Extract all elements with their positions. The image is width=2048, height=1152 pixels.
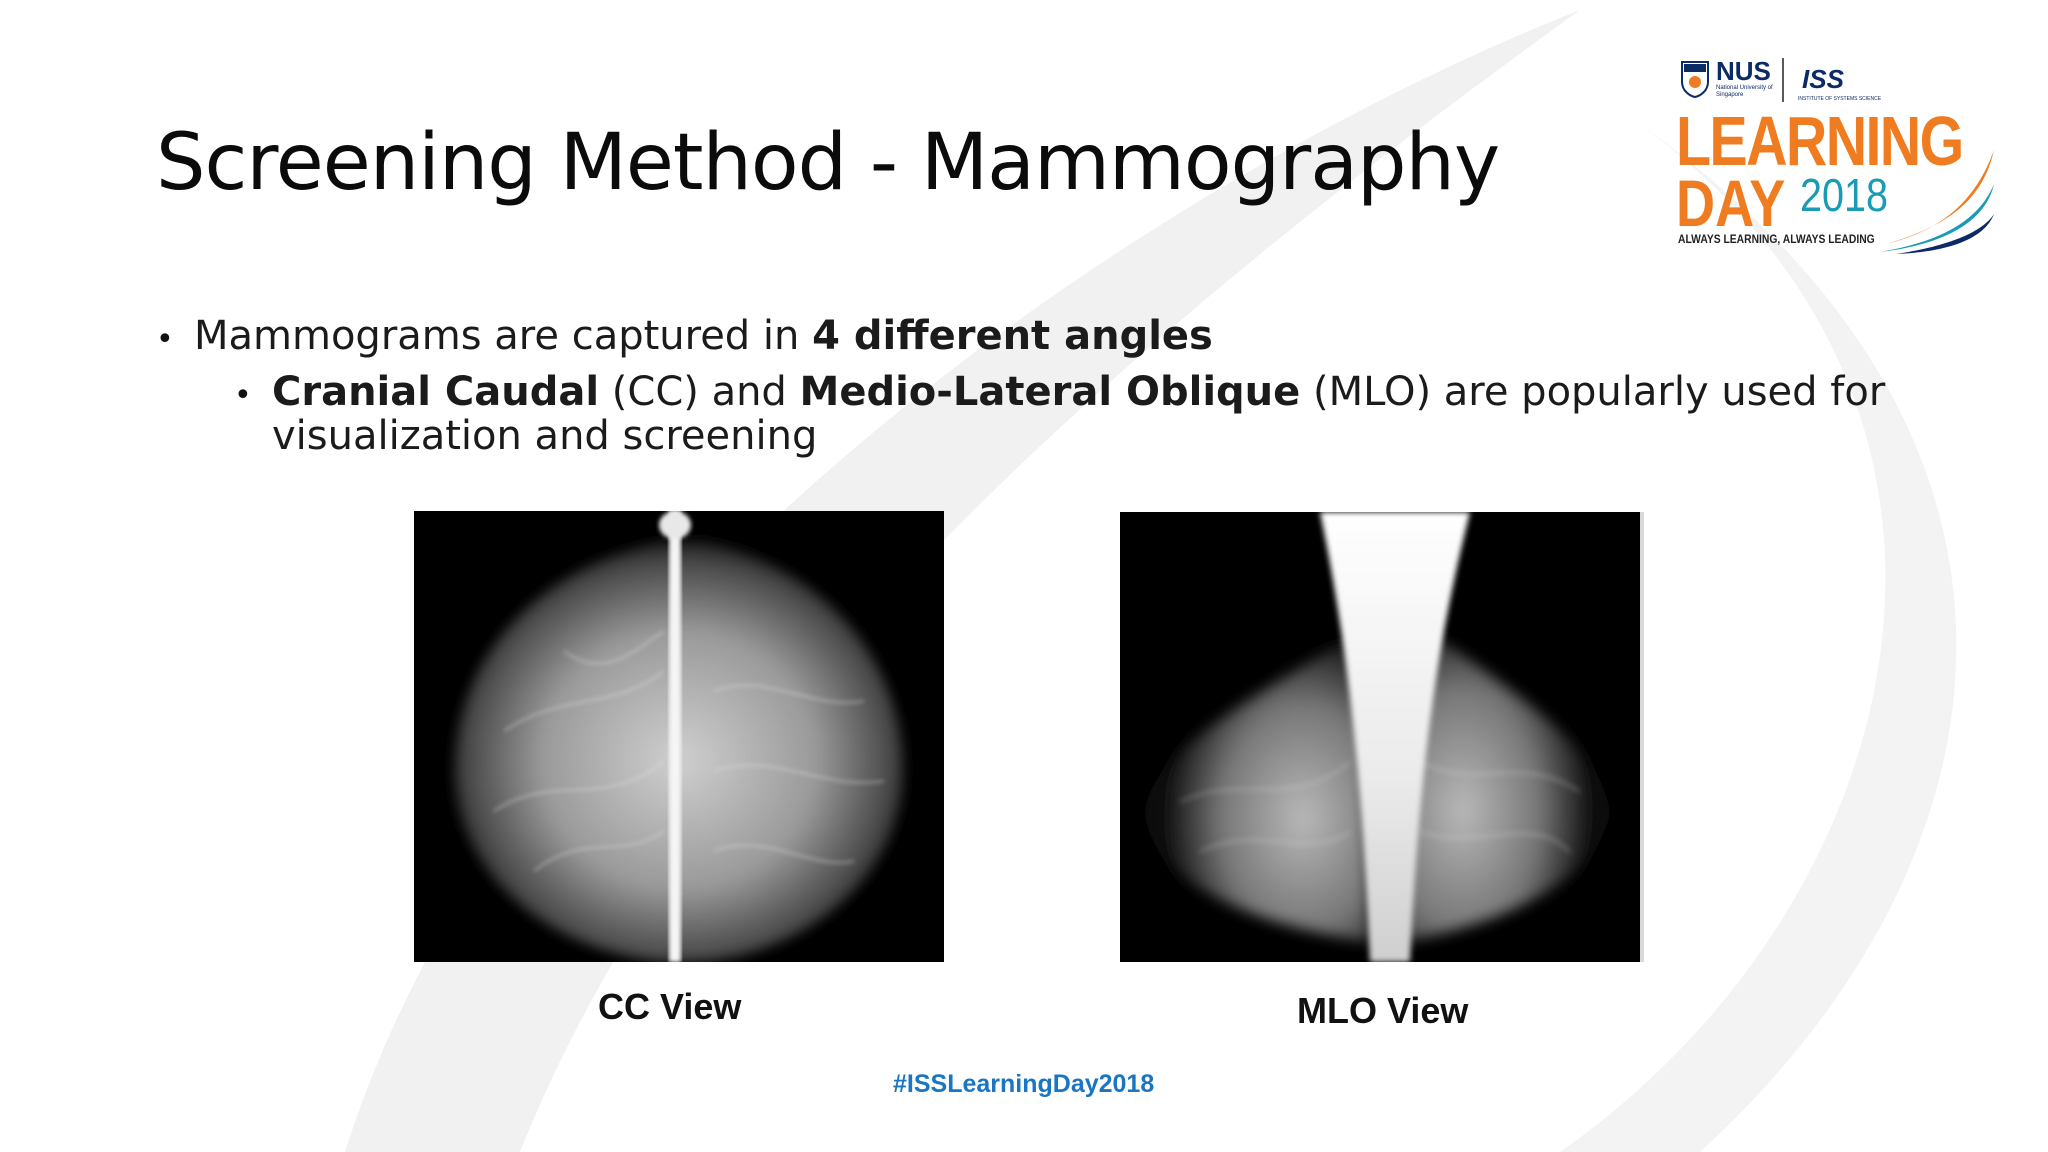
hashtag-footer: #ISSLearningDay2018 xyxy=(893,1070,1155,1098)
logo-tagline: ALWAYS LEARNING, ALWAYS LEADING xyxy=(1678,232,1875,246)
nus-wordmark: NUS xyxy=(1716,56,1771,86)
logo-divider xyxy=(1782,58,1784,102)
bullet-2-cc-text: (CC) and xyxy=(599,369,800,415)
bullet-1: Mammograms are captured in 4 different a… xyxy=(194,314,1213,358)
iss-wordmark: ISS xyxy=(1802,64,1844,94)
term-medio-lateral-oblique: Medio-Lateral Oblique xyxy=(799,369,1301,415)
bullet-dot: • xyxy=(156,322,174,357)
slide-title: Screening Method - Mammography xyxy=(156,118,1500,208)
logo-year-text: 2018 xyxy=(1800,169,1889,221)
cc-view-caption: CC View xyxy=(598,986,742,1027)
bullet-1-text: Mammograms are captured in xyxy=(194,313,813,359)
learning-day-logo: NUS National University of Singapore ISS… xyxy=(1676,52,1996,254)
cc-view-image xyxy=(414,511,944,962)
iss-subtitle: INSTITUTE OF SYSTEMS SCIENCE xyxy=(1798,96,1882,102)
nus-crest-icon xyxy=(1681,61,1709,98)
nus-subtitle: National University of Singapore xyxy=(1716,85,1773,98)
bullet-2: Cranial Caudal (CC) and Medio-Lateral Ob… xyxy=(272,370,1912,458)
term-cranial-caudal: Cranial Caudal xyxy=(272,369,600,415)
logo-day-text: DAY xyxy=(1676,166,1786,240)
mlo-view-caption: MLO View xyxy=(1297,990,1469,1031)
logo-learning-text: LEARNING xyxy=(1676,102,1964,180)
sub-bullet-dot: • xyxy=(234,378,252,413)
bullet-1-emphasis: 4 different angles xyxy=(812,313,1213,359)
bullet-2-rest: (MLO) are popularly used for visualizati… xyxy=(272,369,1886,459)
mlo-view-image xyxy=(1120,512,1644,962)
logo-waves-icon xyxy=(1880,150,1994,254)
